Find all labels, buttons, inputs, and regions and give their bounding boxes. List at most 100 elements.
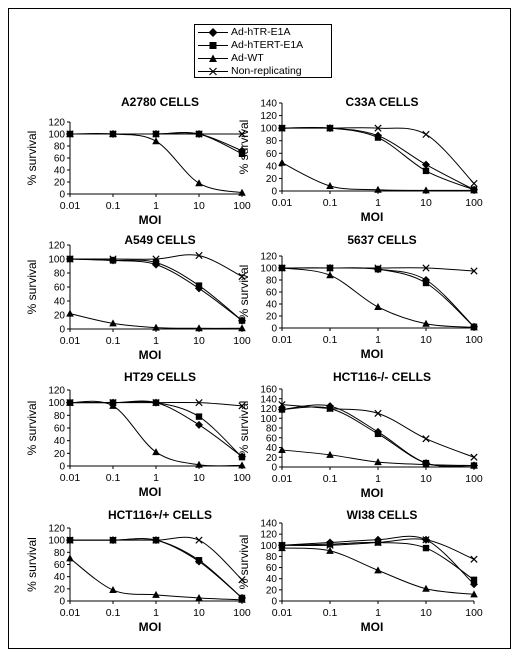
- x-tick-label: 0.1: [323, 607, 338, 619]
- y-tick-label: 120: [260, 111, 277, 122]
- cross-data-point: [326, 404, 334, 413]
- y-tick-label: 80: [266, 552, 278, 563]
- cross-data-point: [422, 435, 430, 443]
- y-tick-label: 80: [54, 548, 66, 559]
- triangle-data-point: [238, 595, 246, 603]
- cross-data-point: [109, 255, 117, 263]
- legend-item-ad-htr-e1a: Ad-hTR-E1A: [195, 26, 331, 39]
- triangle-data-point: [109, 586, 117, 594]
- y-tick-label: 0: [271, 324, 277, 335]
- cross-data-point: [66, 536, 74, 544]
- triangle-data-point: [422, 584, 430, 592]
- x-axis-label: MOI: [361, 210, 384, 224]
- y-tick-label: 60: [266, 563, 278, 574]
- cross-data-point: [470, 555, 478, 563]
- square-data-point: [422, 544, 430, 552]
- x-tick-label: 0.01: [60, 472, 81, 484]
- series-ad-wt: [66, 130, 246, 196]
- x-tick-label: 1: [375, 197, 381, 209]
- triangle-data-point: [109, 401, 117, 409]
- triangle-data-point: [374, 566, 382, 574]
- cross-data-point: [326, 264, 334, 272]
- x-tick-label: 10: [193, 335, 205, 347]
- y-tick-label: 40: [54, 572, 66, 583]
- chart-a549-cells: A549 CELLS 0 20 40 60 80 100 120 0.01 0.1 1 10 100 MO…: [25, 233, 251, 362]
- cross-marker-icon: [198, 67, 228, 76]
- series-ad-wt: [278, 158, 478, 194]
- square-data-point: [195, 413, 203, 420]
- cross-data-point: [109, 399, 117, 407]
- x-tick-label: 0.01: [272, 473, 293, 485]
- y-tick-label: 0: [59, 597, 65, 608]
- cross-data-point: [66, 255, 74, 263]
- series-ad-wt: [66, 309, 246, 332]
- y-tick-label: 0: [271, 187, 277, 198]
- cross-data-point: [470, 179, 478, 188]
- x-tick-label: 0.01: [272, 607, 293, 619]
- series-non-replicating: [278, 264, 478, 275]
- triangle-data-point: [422, 186, 430, 194]
- x-tick-label: 1: [153, 607, 159, 619]
- y-tick-label: 100: [48, 398, 65, 409]
- y-tick-label: 120: [48, 524, 65, 535]
- x-tick-label: 1: [375, 607, 381, 619]
- triangle-data-point: [422, 460, 430, 468]
- chart-title: A549 CELLS: [124, 233, 195, 247]
- cross-data-point: [278, 400, 286, 409]
- square-data-point: [278, 406, 286, 413]
- cross-data-point: [374, 264, 382, 272]
- triangle-data-point: [422, 319, 430, 327]
- y-tick-label: 140: [260, 99, 277, 110]
- y-tick-label: 60: [54, 154, 66, 165]
- diamond-marker-icon: [198, 28, 228, 37]
- y-axis-label: % survival: [237, 401, 251, 456]
- y-tick-label: 80: [54, 411, 66, 422]
- x-tick-label: 1: [375, 334, 381, 346]
- y-tick-label: 100: [48, 130, 65, 141]
- cross-data-point: [326, 124, 334, 132]
- x-axis-label: MOI: [361, 347, 384, 361]
- x-tick-label: 0.01: [272, 334, 293, 346]
- triangle-data-point: [470, 323, 478, 331]
- cross-data-point: [66, 399, 74, 407]
- y-tick-label: 0: [59, 190, 65, 201]
- y-tick-label: 40: [54, 436, 66, 447]
- cross-data-point: [374, 124, 382, 132]
- square-data-point: [470, 576, 478, 584]
- cross-data-point: [422, 264, 430, 272]
- triangle-data-point: [152, 137, 160, 145]
- y-tick-label: 80: [54, 142, 66, 153]
- y-axis-label: % survival: [25, 131, 39, 186]
- x-tick-label: 1: [375, 473, 381, 485]
- y-axis-label: % survival: [237, 265, 251, 320]
- legend-item-ad-wt: Ad-WT: [195, 52, 331, 65]
- x-tick-label: 0.1: [106, 335, 121, 347]
- square-data-point: [374, 430, 382, 438]
- series-ad-htert-e1a: [278, 264, 478, 330]
- cross-data-point: [195, 536, 203, 544]
- y-tick-label: 20: [266, 453, 278, 464]
- legend-label: Ad-WT: [231, 52, 264, 64]
- triangle-data-point: [374, 185, 382, 193]
- square-data-point: [374, 134, 382, 141]
- y-tick-label: 120: [48, 118, 65, 129]
- x-tick-label: 1: [153, 335, 159, 347]
- x-tick-label: 10: [193, 200, 205, 212]
- triangle-data-point: [278, 445, 286, 453]
- series-non-replicating: [278, 124, 478, 188]
- diamond-data-point: [195, 420, 203, 429]
- series-line: [69, 400, 243, 467]
- y-tick-label: 40: [266, 443, 278, 454]
- y-tick-label: 140: [260, 519, 277, 530]
- y-tick-label: 40: [266, 574, 278, 585]
- y-tick-label: 0: [271, 463, 277, 474]
- y-tick-label: 40: [54, 166, 66, 177]
- cross-data-point: [278, 124, 286, 132]
- cross-data-point: [195, 130, 203, 138]
- legend-item-non-replicating: Non-replicating: [195, 65, 331, 78]
- square-data-point: [422, 167, 430, 175]
- series-non-replicating: [66, 251, 246, 281]
